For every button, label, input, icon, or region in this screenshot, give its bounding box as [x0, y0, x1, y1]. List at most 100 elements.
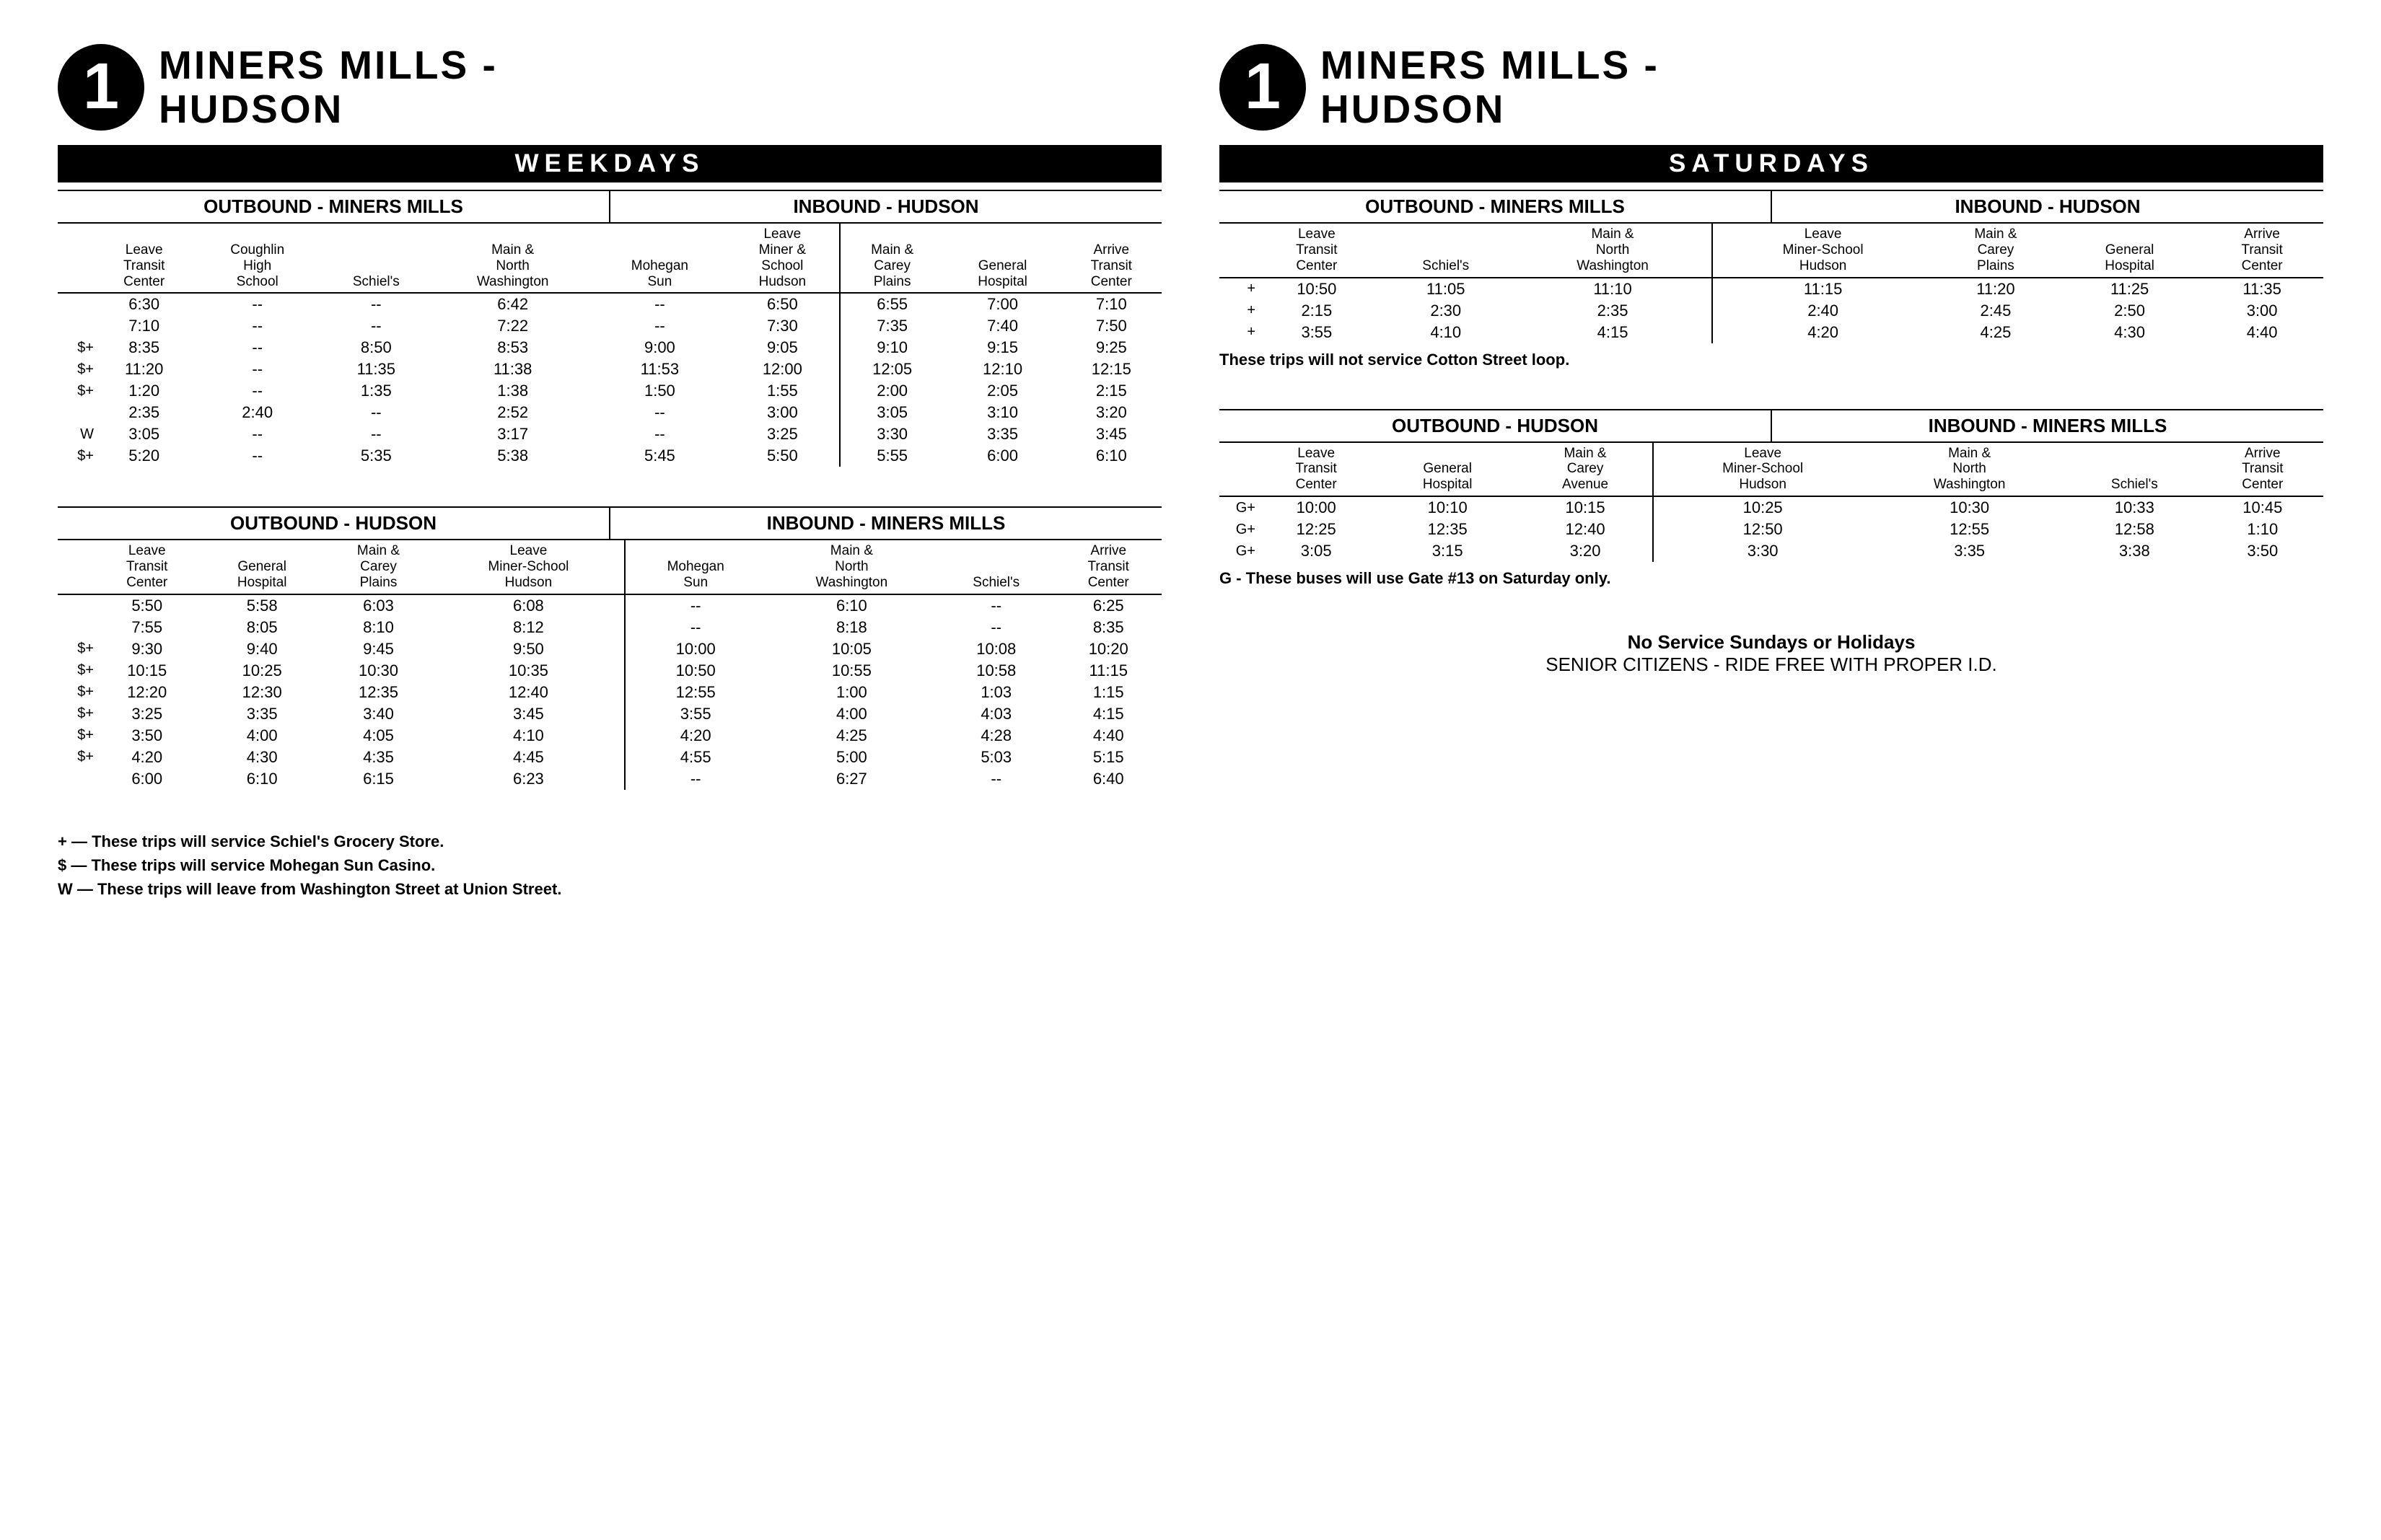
time-cell: 4:30: [200, 747, 323, 768]
time-cell: 6:00: [94, 768, 200, 790]
footer-line2: SENIOR CITIZENS - RIDE FREE WITH PROPER …: [1219, 654, 2323, 676]
time-cell: 4:40: [1055, 725, 1162, 747]
time-cell: 4:20: [625, 725, 766, 747]
time-cell: 8:12: [433, 617, 625, 638]
time-cell: 5:00: [766, 747, 937, 768]
time-cell: 1:38: [432, 380, 594, 402]
time-cell: 6:27: [766, 768, 937, 790]
page-columns: 1 MINERS MILLS -HUDSON WEEKDAYS OUTBOUND…: [58, 43, 2323, 901]
row-note: +: [1219, 322, 1255, 343]
table-row: +10:5011:0511:1011:1511:2011:2511:35: [1219, 278, 2323, 300]
time-cell: 12:30: [200, 682, 323, 703]
dir-header: INBOUND - HUDSON: [610, 191, 1162, 222]
time-cell: 8:18: [766, 617, 937, 638]
column-header: Schiel's: [1378, 224, 1514, 278]
time-cell: 12:15: [1061, 358, 1162, 380]
time-cell: --: [320, 315, 431, 337]
table-row: 5:505:586:036:08--6:10--6:25: [58, 594, 1162, 617]
time-cell: 11:25: [2058, 278, 2201, 300]
time-cell: 11:15: [1712, 278, 1933, 300]
table-row: 2:352:40--2:52--3:003:053:103:20: [58, 402, 1162, 423]
time-cell: --: [194, 423, 320, 445]
row-note: G+: [1219, 519, 1255, 540]
time-cell: 10:25: [1653, 496, 1872, 519]
footer-line1: No Service Sundays or Holidays: [1219, 631, 2323, 654]
table-row: $+5:20--5:355:385:455:505:556:006:10: [58, 445, 1162, 467]
table-row: $+9:309:409:459:5010:0010:0510:0810:20: [58, 638, 1162, 660]
weekday-banner: WEEKDAYS: [58, 145, 1162, 182]
time-cell: 10:58: [937, 660, 1055, 682]
time-cell: 10:00: [1255, 496, 1377, 519]
time-cell: 10:55: [766, 660, 937, 682]
table-row: $+4:204:304:354:454:555:005:035:15: [58, 747, 1162, 768]
table-row: $+11:20--11:3511:3811:5312:0012:0512:101…: [58, 358, 1162, 380]
time-cell: 6:10: [766, 594, 937, 617]
time-cell: 2:35: [94, 402, 194, 423]
time-cell: --: [320, 402, 431, 423]
time-cell: 11:05: [1378, 278, 1514, 300]
column-header: LeaveMiner &SchoolHudson: [726, 224, 840, 293]
column-header: [1219, 224, 1255, 278]
saturday-top-table: LeaveTransitCenterSchiel'sMain &NorthWas…: [1219, 224, 2323, 343]
row-note: [58, 594, 94, 617]
time-cell: 12:50: [1653, 519, 1872, 540]
time-cell: 10:15: [1518, 496, 1653, 519]
time-cell: 10:35: [433, 660, 625, 682]
time-cell: 11:53: [594, 358, 726, 380]
route-name: MINERS MILLS -HUDSON: [159, 43, 498, 131]
time-cell: 3:50: [94, 725, 200, 747]
time-cell: 12:40: [1518, 519, 1653, 540]
time-cell: 3:40: [324, 703, 433, 725]
column-header: Main &NorthWashington: [1872, 443, 2067, 497]
time-cell: 8:50: [320, 337, 431, 358]
time-cell: 10:50: [1255, 278, 1378, 300]
time-cell: 12:00: [726, 358, 840, 380]
time-cell: 3:35: [200, 703, 323, 725]
time-cell: --: [937, 768, 1055, 790]
weekday-bottom-table: LeaveTransitCenterGeneralHospitalMain &C…: [58, 540, 1162, 790]
time-cell: 8:05: [200, 617, 323, 638]
time-cell: 5:45: [594, 445, 726, 467]
row-note: $+: [58, 682, 94, 703]
column-header: LeaveMiner-SchoolHudson: [433, 540, 625, 594]
time-cell: --: [194, 315, 320, 337]
route-header-left: 1 MINERS MILLS -HUDSON: [58, 43, 1162, 131]
time-cell: 2:40: [1712, 300, 1933, 322]
column-header: ArriveTransitCenter: [2202, 443, 2323, 497]
time-cell: 12:25: [1255, 519, 1377, 540]
column-header: Main &CareyPlains: [1933, 224, 2058, 278]
time-cell: 3:05: [1255, 540, 1377, 562]
column-header: GeneralHospital: [200, 540, 323, 594]
table-row: $+8:35--8:508:539:009:059:109:159:25: [58, 337, 1162, 358]
table-row: 7:10----7:22--7:307:357:407:50: [58, 315, 1162, 337]
column-header: GeneralHospital: [944, 224, 1061, 293]
column-header: LeaveMiner-SchoolHudson: [1653, 443, 1872, 497]
row-note: $+: [58, 725, 94, 747]
time-cell: 7:30: [726, 315, 840, 337]
time-cell: 4:45: [433, 747, 625, 768]
footer: No Service Sundays or Holidays SENIOR CI…: [1219, 631, 2323, 676]
column-header: LeaveMiner-SchoolHudson: [1712, 224, 1933, 278]
table-row: 6:30----6:42--6:506:557:007:10: [58, 293, 1162, 315]
legend: + — These trips will service Schiel's Gr…: [58, 830, 1162, 901]
time-cell: 5:50: [726, 445, 840, 467]
table-row: $+10:1510:2510:3010:3510:5010:5510:5811:…: [58, 660, 1162, 682]
time-cell: 10:33: [2067, 496, 2202, 519]
time-cell: --: [594, 293, 726, 315]
time-cell: 2:35: [1514, 300, 1713, 322]
column-header: Main &CareyPlains: [840, 224, 944, 293]
row-note: $+: [58, 358, 94, 380]
time-cell: 10:15: [94, 660, 200, 682]
time-cell: 4:10: [433, 725, 625, 747]
time-cell: 4:05: [324, 725, 433, 747]
time-cell: 10:05: [766, 638, 937, 660]
time-cell: 3:30: [1653, 540, 1872, 562]
column-header: Schiel's: [2067, 443, 2202, 497]
time-cell: 12:10: [944, 358, 1061, 380]
dir-header: INBOUND - HUDSON: [1772, 191, 2323, 222]
time-cell: 12:05: [840, 358, 944, 380]
column-header: MoheganSun: [594, 224, 726, 293]
column-header: CoughlinHighSchool: [194, 224, 320, 293]
time-cell: 2:45: [1933, 300, 2058, 322]
time-cell: 5:20: [94, 445, 194, 467]
